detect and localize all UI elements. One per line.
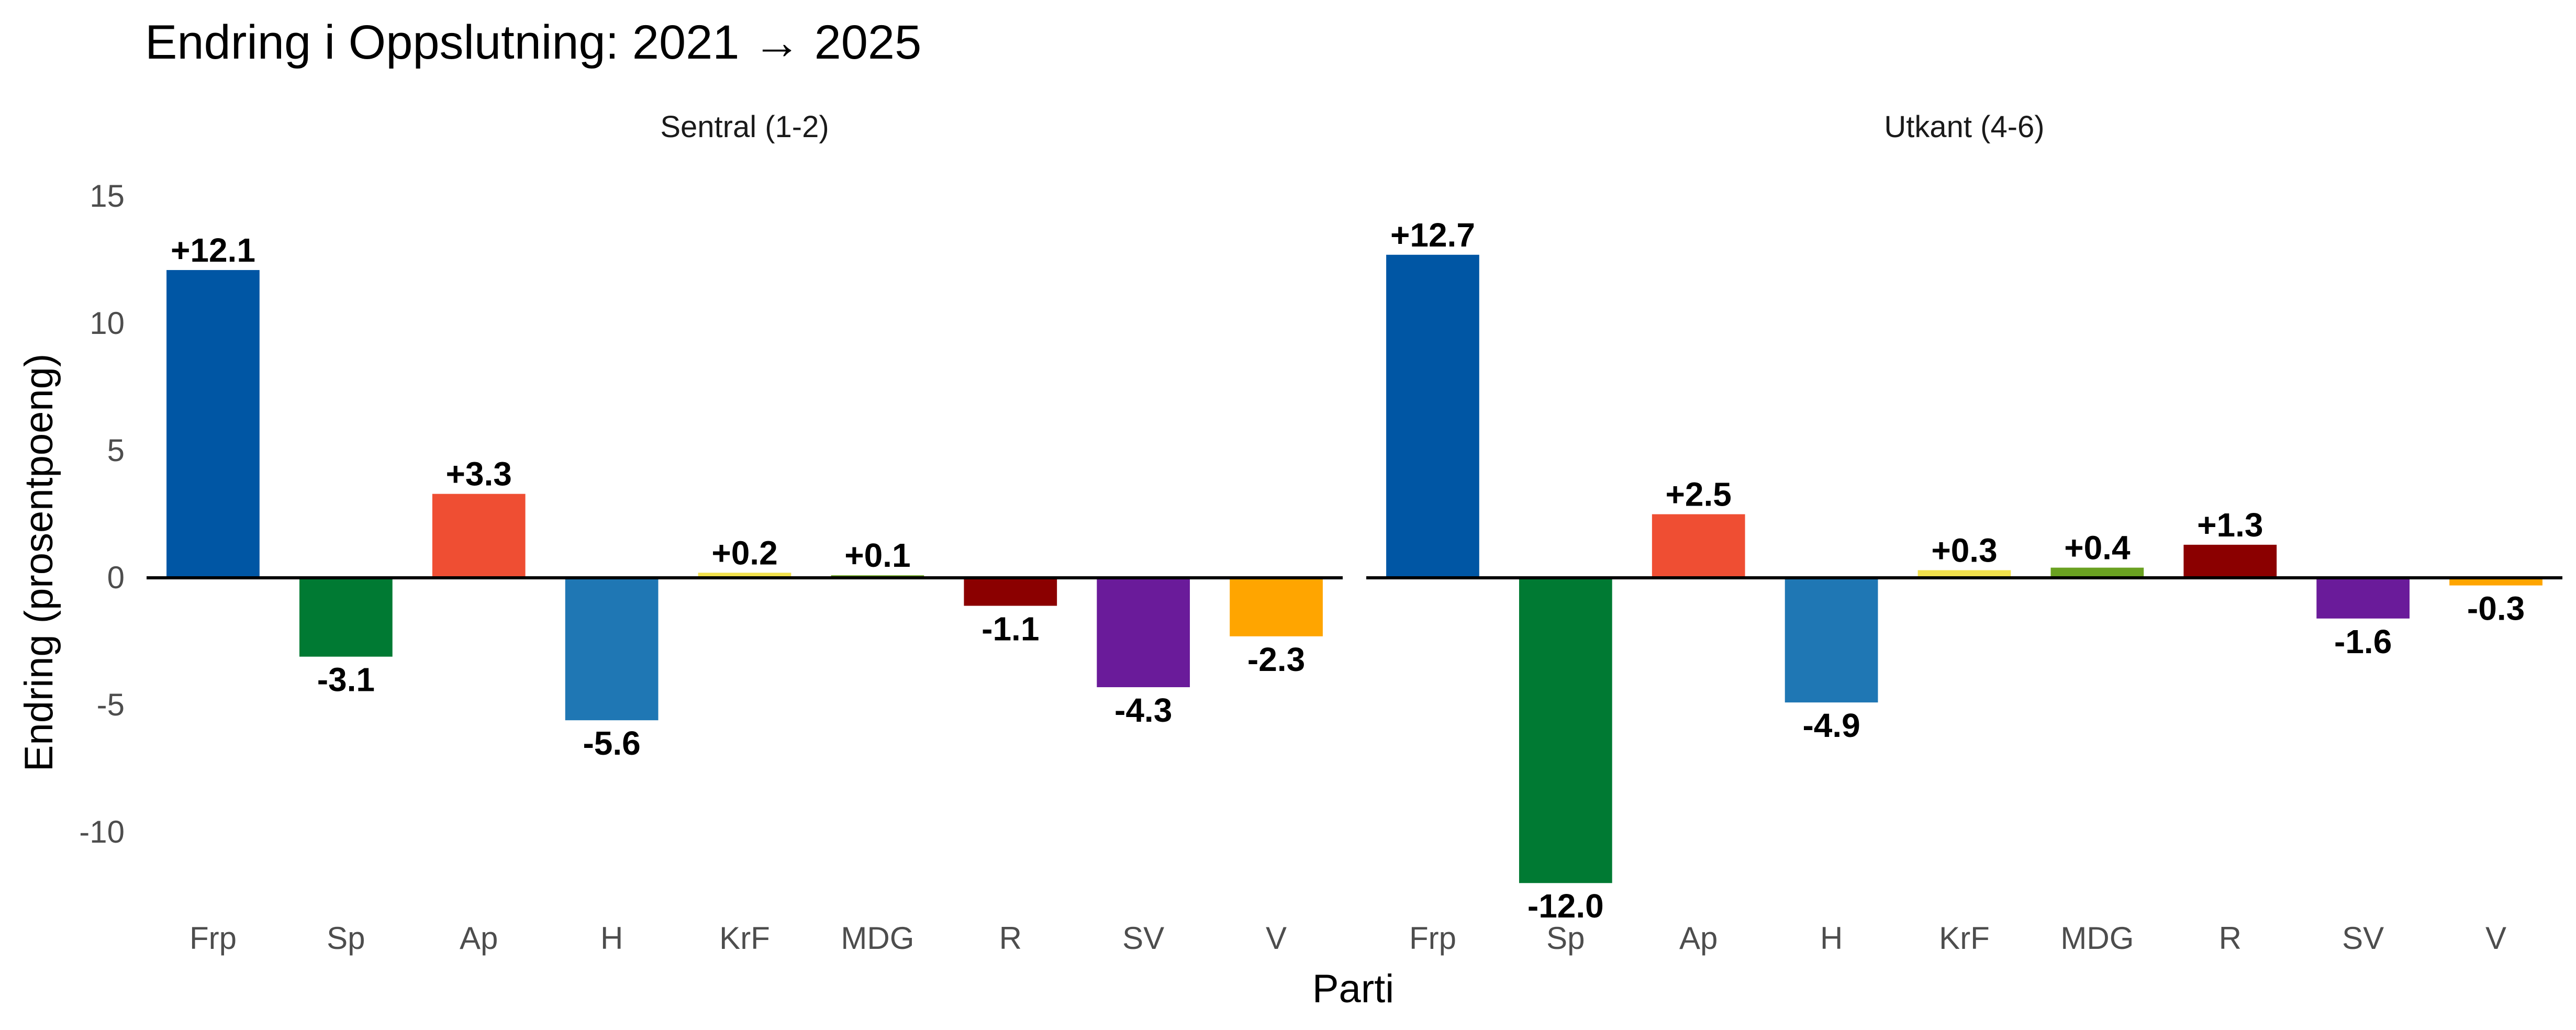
bar-value-label: -2.3	[1247, 641, 1305, 678]
x-tick-label: SV	[1122, 921, 1164, 956]
bar-sp	[299, 578, 393, 657]
x-tick-label: Sp	[1546, 921, 1585, 956]
y-tick-label: 10	[90, 306, 125, 341]
x-tick-label: H	[600, 921, 623, 956]
x-tick-label: V	[1266, 921, 1287, 956]
x-tick-label: Ap	[1679, 921, 1718, 956]
x-tick-label: KrF	[1939, 921, 1990, 956]
bar-value-label: +3.3	[446, 455, 512, 493]
panel-strip-label: Utkant (4-6)	[1884, 110, 2044, 144]
bar-h	[1785, 578, 1878, 703]
y-tick-label: -10	[79, 814, 125, 849]
bar-value-label: +0.1	[844, 536, 910, 574]
bar-sv	[2316, 578, 2410, 619]
x-tick-label: MDG	[841, 921, 914, 956]
y-tick-label: -5	[97, 687, 125, 722]
y-tick-label: 5	[107, 433, 125, 468]
panel-strip-label: Sentral (1-2)	[660, 110, 829, 144]
bar-value-label: -12.0	[1527, 887, 1604, 925]
bar-value-label: +0.3	[1931, 531, 1997, 569]
x-tick-label: Sp	[327, 921, 365, 956]
bar-value-label: -3.1	[317, 661, 375, 699]
x-tick-label: SV	[2342, 921, 2384, 956]
bar-h	[565, 578, 659, 721]
bar-value-label: +0.4	[2064, 529, 2131, 567]
bar-ap	[1652, 514, 1745, 578]
x-tick-label: Ap	[460, 921, 498, 956]
bar-value-label: -5.6	[583, 724, 640, 762]
bar-ap	[432, 494, 526, 578]
y-axis-title: Endring (prosentpoeng)	[17, 354, 61, 772]
chart-panels: Sentral (1-2) +12.1 Frp -3.1 Sp +3.3 Ap -5.6 H +0…	[147, 110, 2562, 956]
bar-frp	[1386, 254, 1479, 578]
bar-value-label: +12.7	[1390, 216, 1475, 254]
x-tick-label: R	[999, 921, 1022, 956]
bar-mdg	[2050, 567, 2144, 578]
y-tick-label: 15	[90, 178, 125, 214]
bar-frp	[166, 270, 260, 578]
bar-r	[2183, 544, 2277, 578]
bar-sv	[1097, 578, 1190, 688]
bar-value-label: -4.3	[1114, 691, 1172, 729]
bar-value-label: +0.2	[711, 534, 777, 572]
bar-value-label: -4.9	[1802, 707, 1860, 744]
bar-value-label: +2.5	[1666, 476, 1732, 513]
bar-krf	[1917, 570, 2011, 578]
bar-value-label: -1.6	[2334, 623, 2392, 660]
bar-r	[964, 578, 1057, 606]
bar-value-label: -1.1	[982, 610, 1039, 647]
bar-value-label: +12.1	[171, 231, 255, 269]
bar-krf	[698, 573, 791, 578]
x-tick-label: Frp	[189, 921, 237, 956]
x-tick-label: V	[2485, 921, 2506, 956]
chart-panel: Utkant (4-6) +12.7 Frp -12.0Sp +2.5 Ap -4.9 H +0…	[1366, 110, 2562, 956]
y-axis-ticks: 15 10 5 0 -5 -10	[79, 178, 125, 849]
chart-title: Endring i Oppslutning: 2021 → 2025	[145, 16, 921, 69]
bar-value-label: -0.3	[2467, 590, 2525, 628]
x-tick-label: R	[2219, 921, 2242, 956]
x-tick-label: KrF	[719, 921, 770, 956]
bar-sp	[1519, 578, 1612, 883]
bar-v	[2449, 578, 2542, 586]
x-tick-label: H	[1820, 921, 1843, 956]
x-tick-label: Frp	[1409, 921, 1456, 956]
x-tick-label: MDG	[2060, 921, 2134, 956]
chart-panel: Sentral (1-2) +12.1 Frp -3.1 Sp +3.3 Ap -5.6 H +0…	[147, 110, 1343, 956]
y-tick-label: 0	[107, 560, 125, 595]
bar-value-label: +1.3	[2197, 506, 2263, 544]
x-axis-title: Parti	[1312, 967, 1394, 1011]
bar-v	[1230, 578, 1323, 636]
